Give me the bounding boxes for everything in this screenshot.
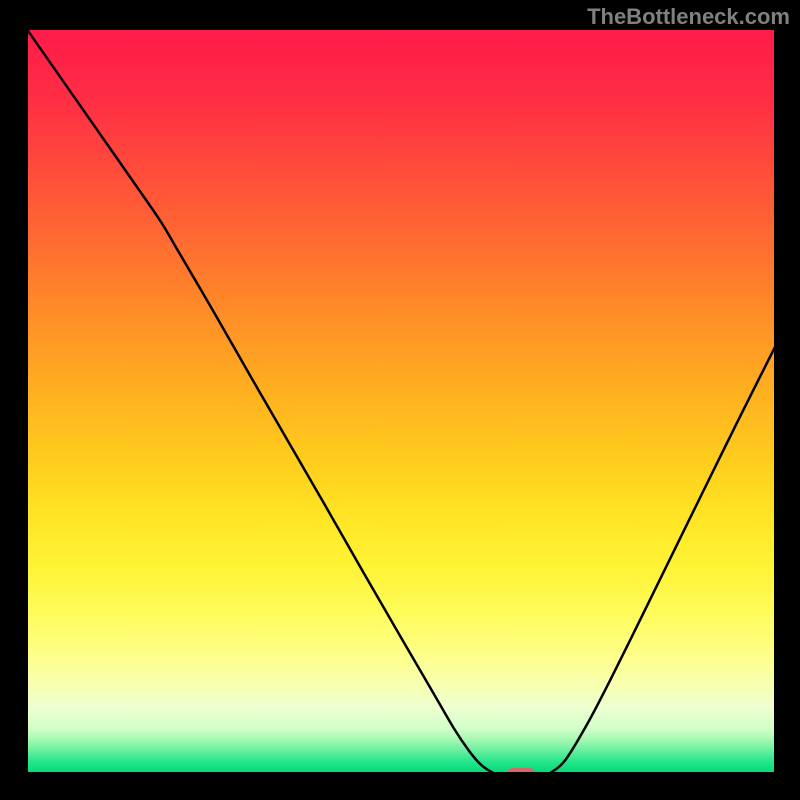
chart-svg <box>26 28 776 774</box>
figure-container: TheBottleneck.com <box>0 0 800 800</box>
plot-area <box>26 28 776 774</box>
gradient-background <box>26 28 776 774</box>
watermark-text: TheBottleneck.com <box>587 4 790 30</box>
